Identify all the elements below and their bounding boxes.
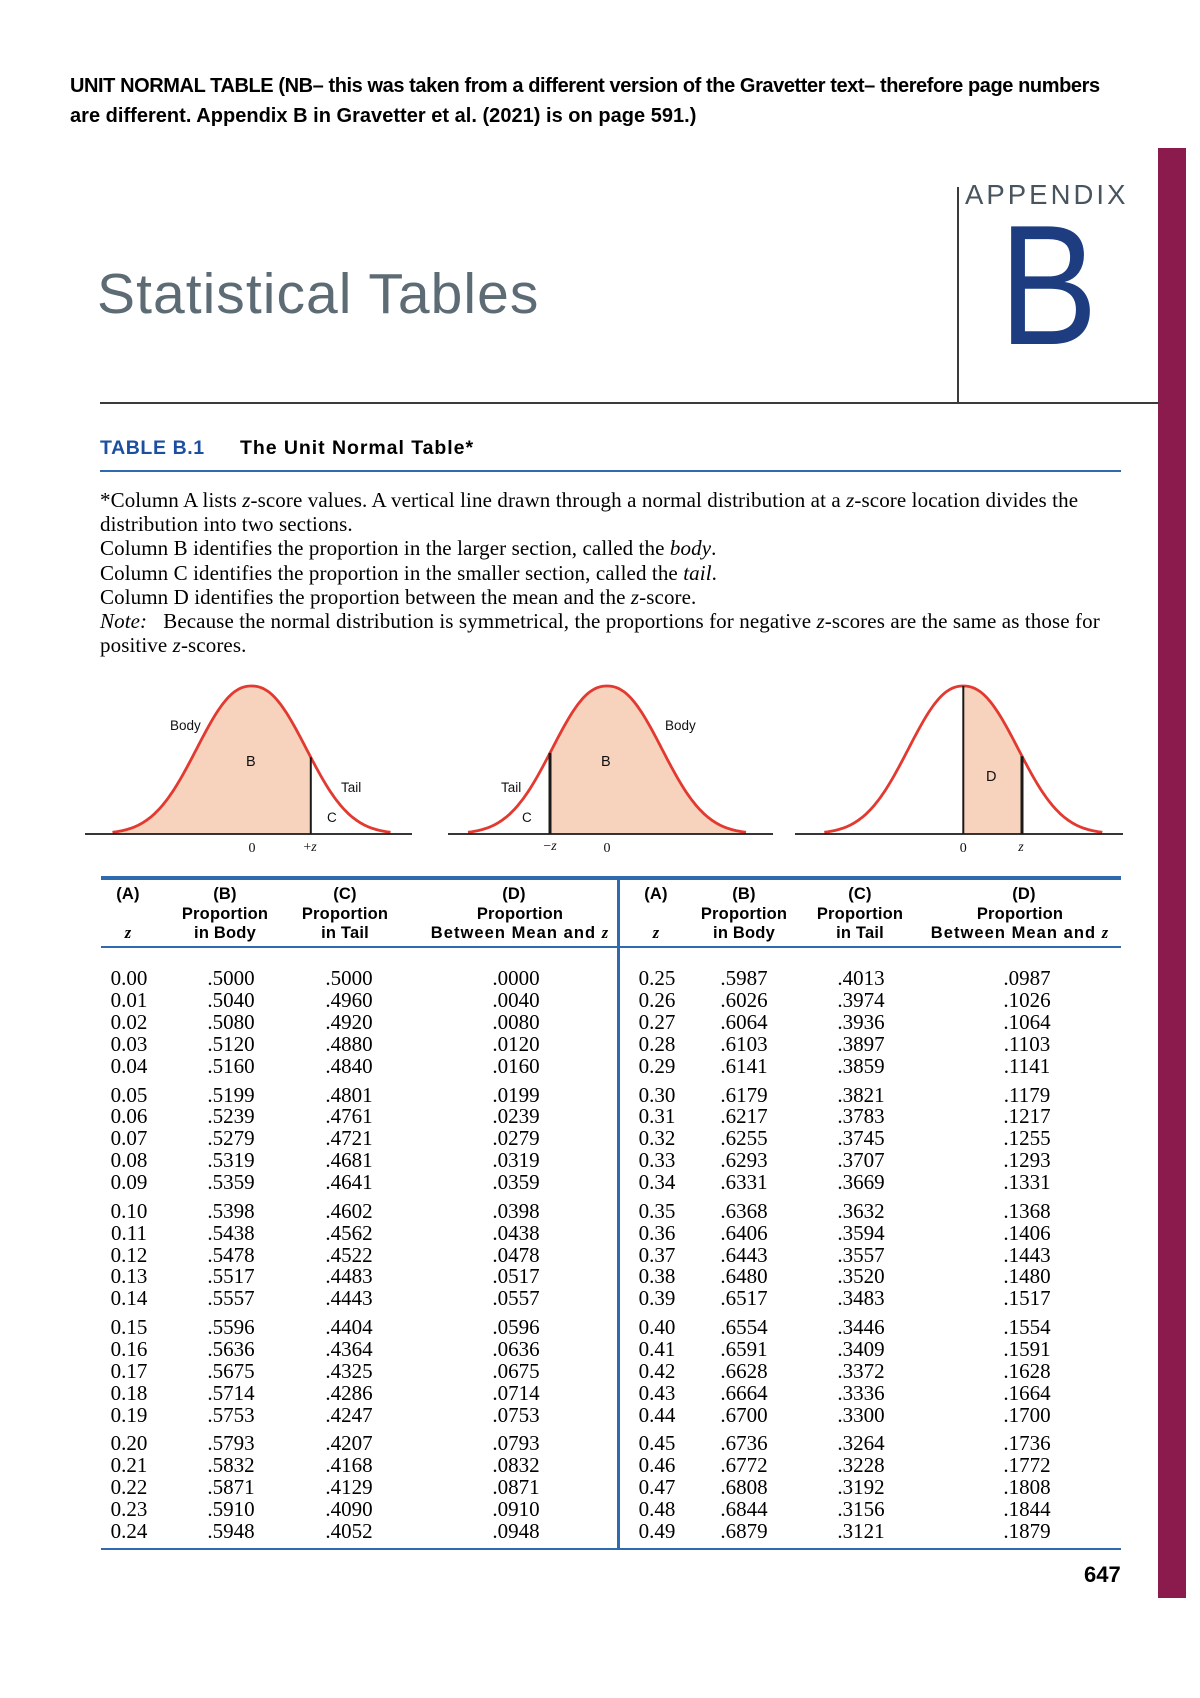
svg-text:0: 0 — [604, 841, 611, 856]
svg-text:Body: Body — [665, 718, 696, 733]
svg-text:Body: Body — [170, 718, 201, 733]
svg-text:−z: −z — [543, 839, 557, 854]
svg-text:D: D — [986, 769, 996, 785]
svg-text:Tail: Tail — [341, 780, 361, 795]
svg-text:C: C — [522, 810, 532, 825]
svg-text:B: B — [601, 754, 611, 770]
svg-text:Tail: Tail — [501, 780, 521, 795]
svg-text:0: 0 — [960, 841, 967, 856]
svg-text:+z: +z — [303, 840, 317, 855]
svg-text:B: B — [246, 754, 256, 770]
svg-text:C: C — [327, 810, 337, 825]
svg-text:z: z — [1017, 840, 1024, 855]
svg-text:0: 0 — [249, 841, 256, 856]
